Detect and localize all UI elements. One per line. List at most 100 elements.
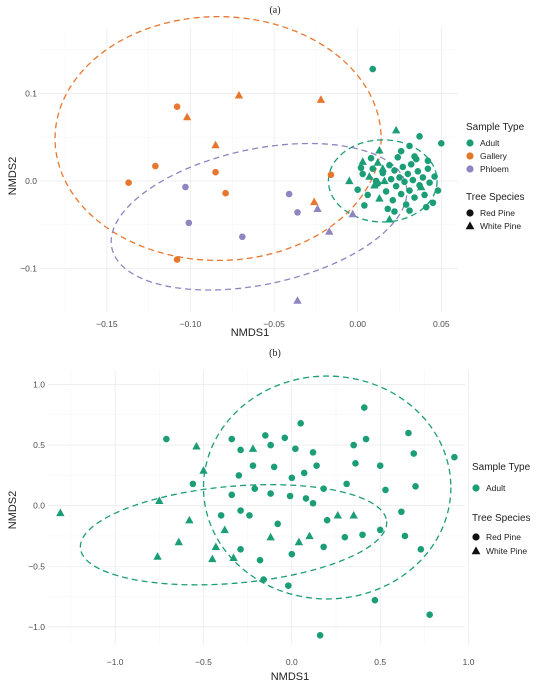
data-point-adult-circle (285, 582, 292, 589)
panel-a-legend-shape-entries: Red Pine White Pine (465, 208, 521, 231)
x-tick-label: 1.0 (463, 657, 475, 667)
panel-b: (b) −1.0 −0.5 0.0 0.5 1.0 −1.0−0.50.00.51.0 … (7, 348, 531, 683)
legend-label-red-pine: Red Pine (486, 532, 521, 542)
legend-label-adult: Adult (480, 138, 500, 148)
data-point-adult-triangle (192, 441, 201, 450)
data-point-adult-triangle (385, 214, 394, 223)
data-point-adult-circle (416, 133, 423, 140)
data-point-adult-circle (361, 202, 368, 209)
panel-a-x-tick-labels: −0.15 −0.10 −0.05 0.00 0.05 (96, 319, 450, 329)
data-point-phloem-circle (185, 219, 193, 227)
legend-key-gallery (466, 152, 474, 160)
data-point-adult-circle (421, 191, 428, 199)
panel-a-legend-shape-title: Tree Species (466, 192, 525, 203)
legend-key-circle (472, 533, 480, 541)
data-point-adult-circle (302, 495, 310, 502)
data-point-adult-triangle (375, 145, 384, 154)
y-tick-label: −0.1 (20, 263, 37, 273)
panel-b-x-axis-title: NMDS1 (271, 671, 310, 683)
panel-b-legend-shape-title: Tree Species (472, 513, 531, 524)
data-point-gallery-triangle (211, 140, 220, 149)
data-point-adult-circle (412, 482, 419, 490)
data-point-gallery-circle (327, 171, 335, 179)
data-point-adult-triangle (345, 176, 354, 185)
data-point-adult-triangle (373, 158, 382, 166)
data-point-adult-circle (396, 174, 403, 181)
data-point-adult-triangle (378, 164, 387, 172)
data-point-adult-circle (256, 556, 264, 564)
data-point-phloem-triangle (293, 296, 302, 304)
x-tick-label: 0.0 (286, 657, 298, 667)
data-point-adult-circle (389, 196, 397, 204)
data-point-adult-circle (320, 543, 327, 551)
data-point-adult-triangle (349, 510, 358, 519)
data-point-adult-circle (426, 611, 433, 619)
data-point-adult-circle (409, 176, 417, 184)
data-point-adult-triangle (208, 554, 217, 563)
panel-b-legend: Sample Type Adult Tree Species Red Pine W… (471, 462, 531, 556)
data-point-adult-circle (362, 435, 370, 443)
data-point-adult-circle (235, 472, 243, 479)
data-point-adult-circle (292, 445, 299, 453)
data-point-adult-circle (352, 459, 359, 467)
data-point-adult-circle (406, 142, 413, 150)
data-point-phloem-triangle (325, 227, 334, 235)
x-tick-label: −0.05 (263, 319, 285, 329)
data-point-adult-circle (391, 167, 398, 174)
data-point-adult-triangle (229, 553, 238, 561)
legend-label-white-pine: White Pine (486, 546, 527, 556)
panel-a-legend-color-title: Sample Type (466, 122, 525, 133)
data-point-adult-circle (411, 194, 418, 201)
x-tick-label: −1.0 (107, 657, 124, 667)
data-point-adult-circle (189, 480, 197, 488)
data-point-adult-circle (359, 170, 366, 178)
panel-a-y-tick-labels: −0.1 0.0 0.1 (20, 89, 37, 274)
data-point-adult-triangle (155, 496, 164, 505)
data-point-gallery-triangle (182, 112, 192, 121)
legend-label-phloem: Phloem (480, 164, 509, 174)
data-point-adult-circle (416, 181, 423, 189)
y-tick-label: 0.5 (33, 440, 45, 450)
data-point-adult-circle (399, 163, 407, 171)
data-point-adult-triangle (56, 508, 65, 517)
legend-key-triangle (471, 546, 481, 555)
panel-b-legend-color-title: Sample Type (472, 462, 531, 473)
data-point-adult-circle (300, 469, 308, 477)
data-point-phloem-circle (285, 190, 293, 198)
data-point-adult-circle (323, 516, 331, 524)
data-point-adult-triangle (211, 542, 221, 551)
data-point-adult-circle (437, 140, 445, 147)
legend-label-red-pine: Red Pine (480, 208, 515, 218)
data-point-adult-circle (407, 161, 415, 168)
panel-a-points (125, 65, 445, 304)
data-point-adult-circle (237, 446, 244, 454)
data-point-adult-circle (246, 512, 253, 519)
panel-b-tag: (b) (269, 348, 281, 359)
legend-key-circle (466, 209, 474, 217)
data-point-adult-circle (288, 474, 296, 482)
legend-key-triangle (465, 221, 475, 230)
data-point-phloem-circle (182, 183, 189, 191)
data-point-adult-triangle (365, 172, 374, 180)
data-point-adult-circle (341, 533, 349, 541)
data-point-adult-triangle (375, 194, 384, 202)
data-point-adult-circle (404, 170, 412, 178)
legend-label-gallery: Gallery (480, 151, 508, 161)
data-point-adult-circle (163, 435, 170, 443)
data-point-adult-triangle (391, 125, 401, 134)
data-point-adult-circle (357, 164, 365, 172)
data-point-adult-circle (401, 532, 409, 540)
y-tick-label: 1.0 (33, 380, 45, 390)
data-point-adult-circle (371, 596, 379, 604)
data-point-adult-circle (417, 545, 425, 553)
data-point-adult-circle (260, 576, 267, 583)
data-point-gallery-triangle (310, 197, 319, 206)
data-point-adult-circle (251, 485, 259, 493)
data-point-adult-circle (387, 175, 395, 183)
data-point-gallery-circle (152, 162, 159, 170)
data-point-gallery-circle (212, 168, 219, 176)
data-point-gallery-triangle (234, 90, 244, 99)
confidence-ellipse-phloem (110, 142, 408, 291)
data-point-adult-circle (228, 435, 236, 443)
